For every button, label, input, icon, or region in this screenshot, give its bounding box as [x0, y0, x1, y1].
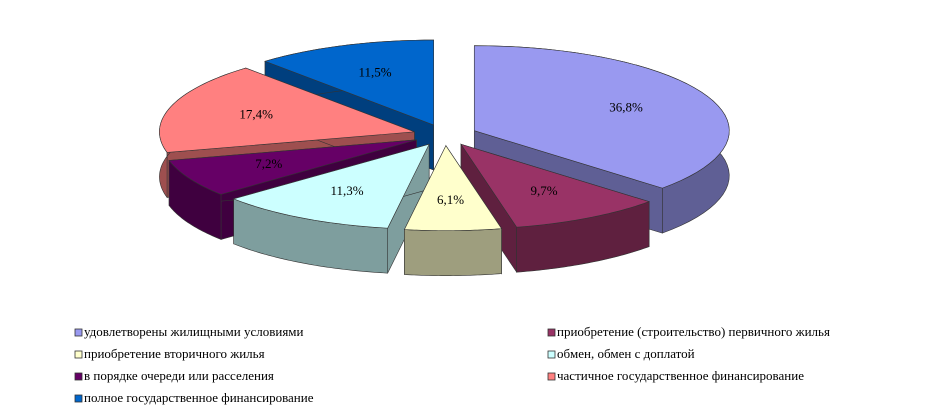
slice	[264, 39, 434, 126]
data-label: 9,7%	[531, 183, 558, 198]
data-label: 36,8%	[609, 99, 643, 114]
data-label: 6,1%	[437, 192, 464, 207]
slice-wall	[404, 228, 502, 276]
slice	[159, 67, 415, 153]
legend-label: приобретение (строительство) первичного …	[557, 324, 830, 339]
legend-label: удовлетворены жилищными условиями	[84, 324, 304, 339]
legend-swatch	[547, 372, 556, 381]
data-label: 11,3%	[330, 183, 363, 198]
legend-swatch	[547, 328, 556, 337]
legend-label: частичное государственное финансирование	[557, 368, 804, 383]
data-label: 7,2%	[255, 156, 282, 171]
legend-label: в порядке очереди или расселения	[84, 368, 274, 383]
legend-swatch	[74, 394, 83, 403]
slice	[473, 45, 730, 189]
slice	[168, 139, 417, 195]
slice	[232, 143, 430, 229]
legend-swatch	[547, 350, 556, 359]
legend-swatch	[74, 328, 83, 337]
legend-swatch	[74, 350, 83, 359]
legend-swatch	[74, 372, 83, 381]
data-label: 11,5%	[359, 64, 392, 79]
legend-label: приобретение вторичного жилья	[84, 346, 265, 361]
slice	[460, 143, 651, 228]
legend-label: полное государственное финансирование	[84, 390, 314, 405]
legend-label: обмен, обмен с доплатой	[557, 346, 695, 361]
slice	[403, 145, 503, 231]
data-label: 17,4%	[239, 106, 273, 121]
